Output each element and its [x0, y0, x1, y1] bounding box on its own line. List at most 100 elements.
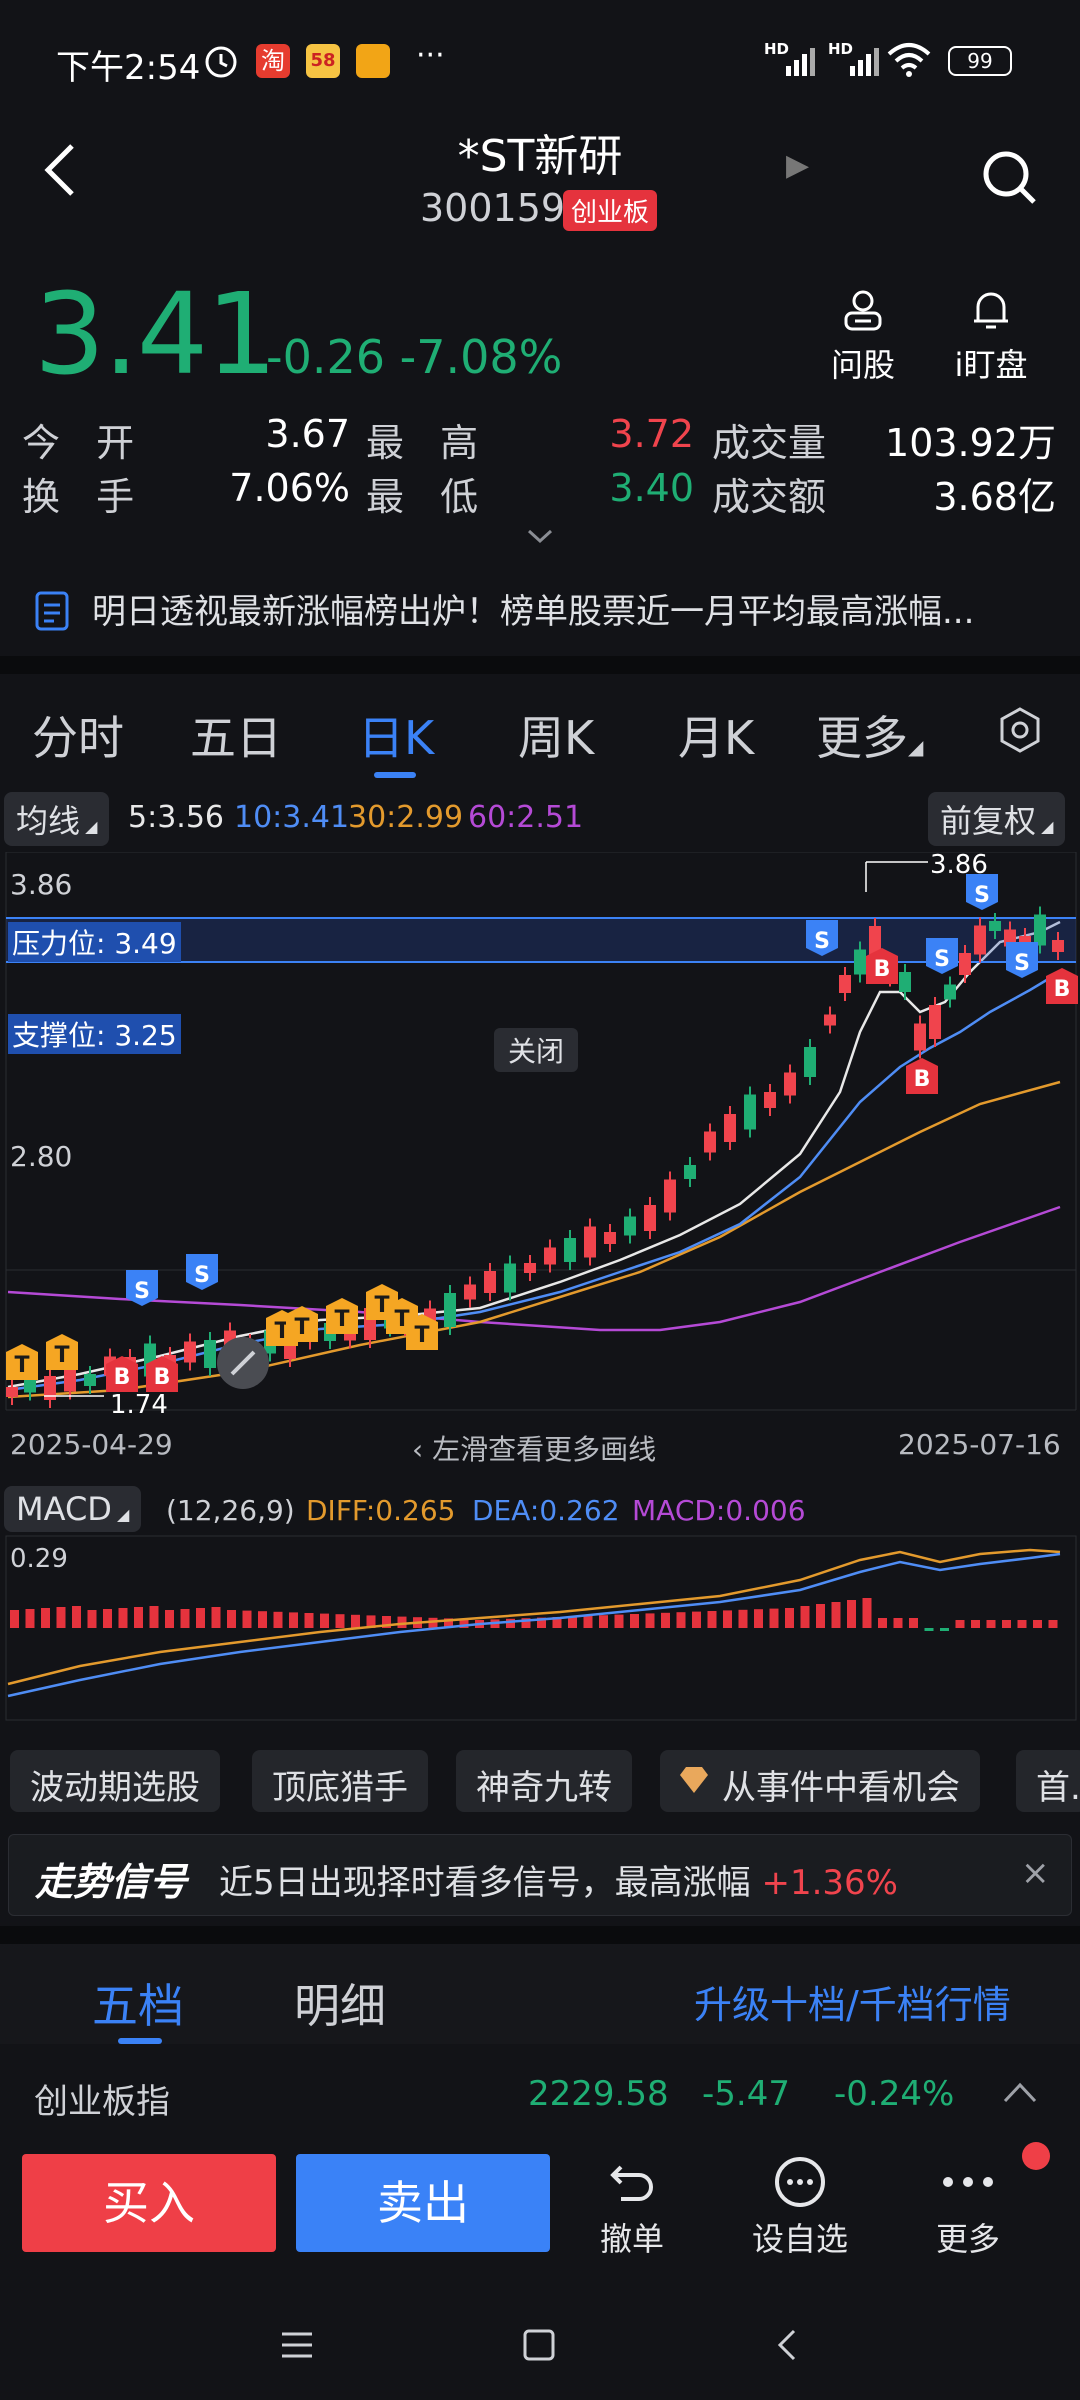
- draw-tool-icon[interactable]: [214, 1334, 272, 1396]
- menu-icon[interactable]: [280, 2330, 314, 2364]
- macd-bar: [118, 1608, 128, 1628]
- macd-bar: [583, 1615, 593, 1628]
- macd-diff-line: [7, 1548, 1061, 1686]
- chip-event-opportunity[interactable]: 从事件中看机会: [660, 1750, 980, 1812]
- chevron-up-icon[interactable]: [1000, 2076, 1040, 2116]
- ma-selector-label: 均线: [16, 802, 81, 840]
- add-watchlist-button[interactable]: 设自选: [740, 2150, 860, 2260]
- more-button[interactable]: 更多: [908, 2150, 1028, 2260]
- sell-button[interactable]: 卖出: [296, 2154, 550, 2252]
- candle: [544, 1247, 556, 1265]
- tab-weekly-k[interactable]: 周K: [518, 711, 595, 765]
- adjust-selector[interactable]: 前复权 ◢: [928, 792, 1066, 846]
- net-type-2: HD: [828, 40, 854, 58]
- chip-volatility-select[interactable]: 波动期选股: [10, 1750, 220, 1812]
- signal-brand: 走势信号: [35, 1860, 188, 1904]
- sell-signal-marker: S: [926, 938, 958, 974]
- stock-name: *ST新研: [457, 131, 623, 182]
- candle: [914, 1023, 926, 1051]
- macd-selector[interactable]: MACD ◢: [4, 1486, 142, 1532]
- chip-nine-turn[interactable]: 神奇九转: [456, 1750, 632, 1812]
- svg-text:S: S: [1014, 951, 1030, 976]
- tab-detail[interactable]: 明细: [294, 1979, 386, 2033]
- pressure-label[interactable]: 压力位: 3.49: [8, 922, 181, 962]
- price-change: -0.26 -7.08%: [266, 330, 562, 384]
- macd-diff: DIFF:0.265: [306, 1494, 456, 1527]
- trade-signal-marker: T: [46, 1334, 78, 1370]
- candle: [784, 1072, 796, 1096]
- cancel-order-button[interactable]: 撤单: [572, 2150, 692, 2260]
- tab-monthly-k[interactable]: 月K: [678, 711, 755, 765]
- tab-more[interactable]: 更多◢: [816, 711, 924, 765]
- macd-bar: [87, 1610, 97, 1628]
- cancel-order-label: 撤单: [599, 2220, 664, 2258]
- svg-text:B: B: [1054, 977, 1071, 1002]
- sell-signal-marker: S: [966, 874, 998, 910]
- zone-band: [6, 917, 1076, 963]
- back-button[interactable]: [40, 140, 80, 211]
- macd-bar: [661, 1612, 670, 1628]
- orderbook-tab-indicator: [118, 2038, 162, 2044]
- macd-bar: [878, 1618, 887, 1628]
- signal-text: 近5日出现择时看多信号，最高涨幅 +1.36%: [219, 1855, 898, 1904]
- sell-signal-marker: S: [186, 1254, 218, 1290]
- macd-bar: [211, 1607, 221, 1628]
- home-icon[interactable]: [522, 2328, 556, 2366]
- candle: [484, 1271, 496, 1293]
- ma5-value: 5:3.56: [128, 800, 224, 835]
- macd-bar: [165, 1610, 174, 1628]
- macd-bar: [180, 1609, 190, 1628]
- app-58-icon: 58: [306, 44, 340, 78]
- macd-chart[interactable]: [0, 1534, 1080, 1724]
- tab-intraday[interactable]: 分时: [32, 711, 124, 765]
- expand-stats-icon[interactable]: [525, 520, 555, 553]
- signal-icon: [764, 40, 894, 84]
- ma60-value: 60:2.51: [468, 800, 584, 835]
- support-label[interactable]: 支撑位: 3.25: [8, 1014, 181, 1054]
- trade-signal-marker: T: [286, 1306, 318, 1342]
- macd-name: MACD: [16, 1490, 112, 1528]
- watch-board-button[interactable]: i盯盘: [936, 280, 1046, 386]
- macd-bar: [630, 1614, 639, 1628]
- index-ticker[interactable]: 创业板指 2229.58 -5.47 -0.24%: [0, 2052, 1080, 2136]
- buy-signal-marker: B: [866, 948, 898, 984]
- ask-stock-button[interactable]: 问股: [808, 280, 918, 386]
- person-icon: [844, 290, 882, 331]
- tab-five-level[interactable]: 五档: [92, 1979, 184, 2033]
- search-icon[interactable]: [980, 148, 1040, 212]
- sell-signal-marker: S: [806, 920, 838, 956]
- macd-bar: [800, 1606, 810, 1628]
- macd-bar: [149, 1606, 159, 1628]
- watch-board-label: i盯盘: [954, 346, 1028, 384]
- candle: [204, 1340, 216, 1368]
- net-type-1: HD: [764, 40, 790, 58]
- candle: [6, 1387, 18, 1397]
- close-zone-button[interactable]: 关闭: [494, 1028, 579, 1072]
- news-banner[interactable]: 明日透视最新涨幅榜出炉！榜单股票近一月平均最高涨幅...: [0, 570, 1080, 650]
- next-stock-icon[interactable]: ▶: [786, 148, 810, 183]
- tab-five-day[interactable]: 五日: [190, 711, 282, 765]
- macd-bar: [351, 1614, 360, 1628]
- upgrade-link[interactable]: 升级十档/千档行情: [694, 1983, 1011, 2027]
- signal-desc: 近5日出现择时看多信号，最高涨幅: [219, 1863, 751, 1903]
- chip-top-bottom[interactable]: 顶底猎手: [252, 1750, 428, 1812]
- tab-daily-k[interactable]: 日K: [358, 711, 435, 765]
- ma-legend: 均线 ◢ 5:3.56 10:3.41 30:2.99 60:2.51 前复权 …: [0, 792, 1080, 846]
- low-value: 3.40: [609, 466, 694, 510]
- candle: [644, 1205, 656, 1231]
- macd-bar: [289, 1612, 298, 1628]
- macd-bar: [614, 1614, 624, 1628]
- chip-more[interactable]: 首...: [1016, 1750, 1080, 1812]
- buy-button[interactable]: 买入: [22, 2154, 276, 2252]
- back-nav-icon[interactable]: [774, 2328, 800, 2366]
- trend-signal-banner[interactable]: 走势信号 近5日出现择时看多信号，最高涨幅 +1.36% ×: [8, 1834, 1072, 1916]
- more-dots-icon: [943, 2177, 993, 2187]
- svg-text:T: T: [374, 1293, 389, 1318]
- signal-gain: +1.36%: [761, 1863, 898, 1903]
- end-date: 2025-07-16: [898, 1428, 1061, 1461]
- active-tab-indicator: [374, 772, 416, 778]
- settings-hex-icon[interactable]: [996, 706, 1044, 758]
- ma-selector[interactable]: 均线 ◢: [4, 792, 110, 846]
- close-icon[interactable]: ×: [1021, 1853, 1050, 1893]
